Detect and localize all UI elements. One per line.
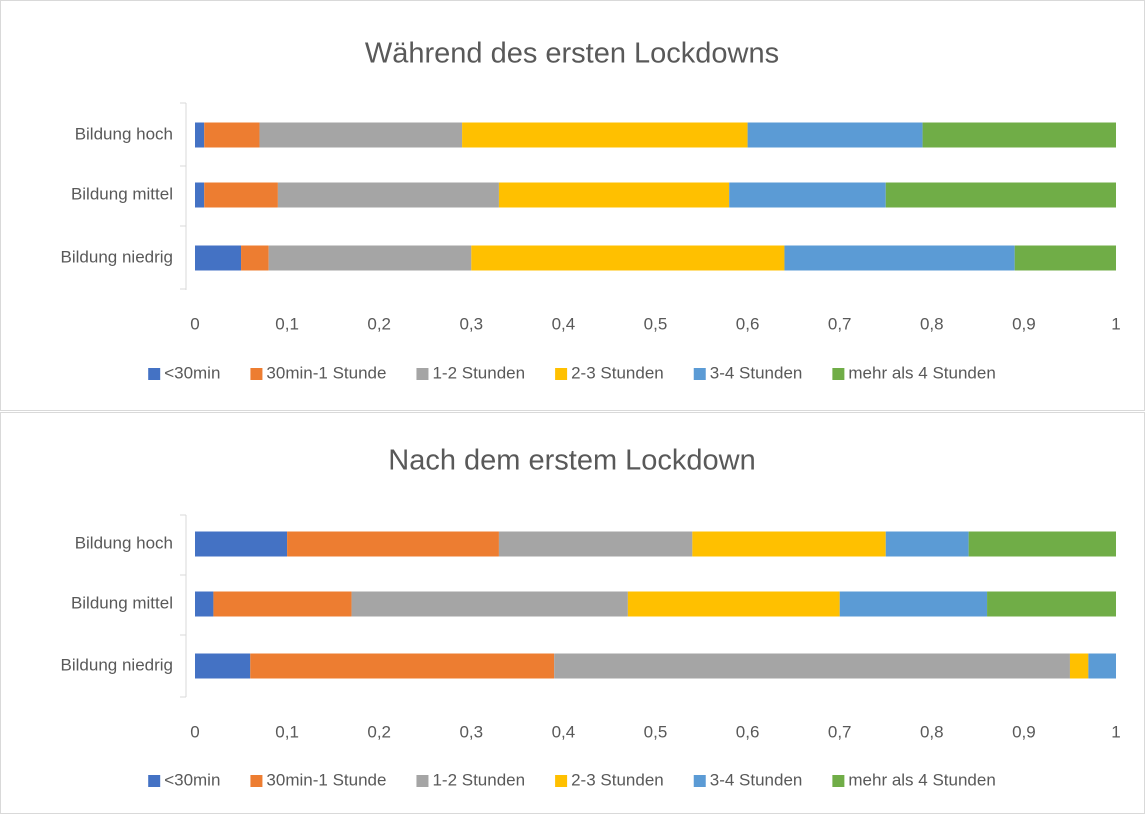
legend-label: <30min — [164, 770, 220, 789]
legend-swatch — [148, 368, 161, 380]
x-tick-label: 0,1 — [275, 722, 299, 741]
y-tick-label: Bildung mittel — [71, 184, 173, 203]
y-tick-label: Bildung niedrig — [61, 655, 173, 674]
bar-segment — [784, 245, 1015, 271]
y-tick-label: Bildung hoch — [75, 533, 173, 552]
chart-title: Während des ersten Lockdowns — [365, 38, 779, 70]
bar-segment — [195, 122, 205, 148]
bar-segment — [968, 531, 1116, 557]
bar-segment — [885, 531, 969, 557]
bar-segment — [471, 245, 785, 271]
bar-segment — [692, 531, 886, 557]
x-tick-label: 0,4 — [552, 722, 576, 741]
bar-segment — [195, 591, 214, 617]
bar-segment — [277, 182, 499, 208]
x-tick-label: 0,6 — [736, 314, 760, 333]
bar-segment — [241, 245, 269, 271]
legend-label: mehr als 4 Stunden — [848, 770, 995, 789]
legend-swatch — [416, 368, 429, 380]
legend-label: 30min-1 Stunde — [266, 770, 386, 789]
bar-segment — [554, 653, 1070, 679]
y-tick-label: Bildung niedrig — [61, 247, 173, 266]
x-tick-label: 0,9 — [1012, 314, 1036, 333]
x-tick-label: 0,5 — [644, 722, 668, 741]
x-tick-label: 1 — [1111, 314, 1120, 333]
x-tick-label: 0 — [190, 722, 199, 741]
legend-swatch — [250, 775, 263, 787]
legend-swatch — [148, 775, 161, 787]
x-tick-label: 0,7 — [828, 314, 852, 333]
x-tick-label: 0,4 — [552, 314, 576, 333]
bar-segment — [268, 245, 472, 271]
bar-segment — [259, 122, 463, 148]
bar-segment — [498, 182, 730, 208]
x-tick-label: 0,3 — [459, 314, 483, 333]
bar-segment — [195, 245, 242, 271]
legend-swatch — [832, 775, 845, 787]
bar-segment — [287, 531, 499, 557]
bar-segment — [250, 653, 555, 679]
x-tick-label: 0,3 — [459, 722, 483, 741]
legend-swatch — [693, 775, 706, 787]
bar-segment — [498, 531, 693, 557]
x-tick-label: 0,8 — [920, 314, 944, 333]
legend-label: 2-3 Stunden — [571, 770, 664, 789]
legend-label: mehr als 4 Stunden — [848, 363, 995, 382]
bar-segment — [351, 591, 628, 617]
bar-segment — [195, 531, 288, 557]
legend-label: 3-4 Stunden — [710, 770, 803, 789]
legend-swatch — [832, 368, 845, 380]
bar-segment — [1014, 245, 1116, 271]
bar-segment — [204, 182, 278, 208]
x-tick-label: 0,7 — [828, 722, 852, 741]
bar-segment — [747, 122, 923, 148]
legend-label: 1-2 Stunden — [432, 770, 525, 789]
bar-segment — [1088, 653, 1116, 679]
legend-label: 1-2 Stunden — [432, 363, 525, 382]
y-tick-label: Bildung hoch — [75, 124, 173, 143]
x-tick-label: 0,2 — [367, 722, 391, 741]
bar-segment — [839, 591, 988, 617]
bar-segment — [213, 591, 352, 617]
legend-swatch — [250, 368, 263, 380]
legend-label: <30min — [164, 363, 220, 382]
legend-label: 30min-1 Stunde — [266, 363, 386, 382]
bar-segment — [627, 591, 840, 617]
legend-swatch — [555, 775, 568, 787]
legend-label: 2-3 Stunden — [571, 363, 664, 382]
bar-segment — [1069, 653, 1089, 679]
bar-segment — [195, 182, 205, 208]
bar-segment — [462, 122, 748, 148]
bar-segment — [922, 122, 1116, 148]
chart-title: Nach dem erstem Lockdown — [388, 445, 756, 477]
x-tick-label: 0,5 — [644, 314, 668, 333]
x-tick-label: 0,9 — [1012, 722, 1036, 741]
x-tick-label: 0,8 — [920, 722, 944, 741]
legend-swatch — [416, 775, 429, 787]
bar-segment — [987, 591, 1116, 617]
x-tick-label: 0,1 — [275, 314, 299, 333]
x-tick-label: 0,2 — [367, 314, 391, 333]
x-tick-label: 1 — [1111, 722, 1120, 741]
legend-label: 3-4 Stunden — [710, 363, 803, 382]
bar-segment — [729, 182, 886, 208]
bar-segment — [195, 653, 251, 679]
legend-swatch — [693, 368, 706, 380]
x-tick-label: 0,6 — [736, 722, 760, 741]
bar-segment — [204, 122, 260, 148]
x-tick-label: 0 — [190, 314, 199, 333]
legend-swatch — [555, 368, 568, 380]
bar-segment — [885, 182, 1116, 208]
y-tick-label: Bildung mittel — [71, 593, 173, 612]
